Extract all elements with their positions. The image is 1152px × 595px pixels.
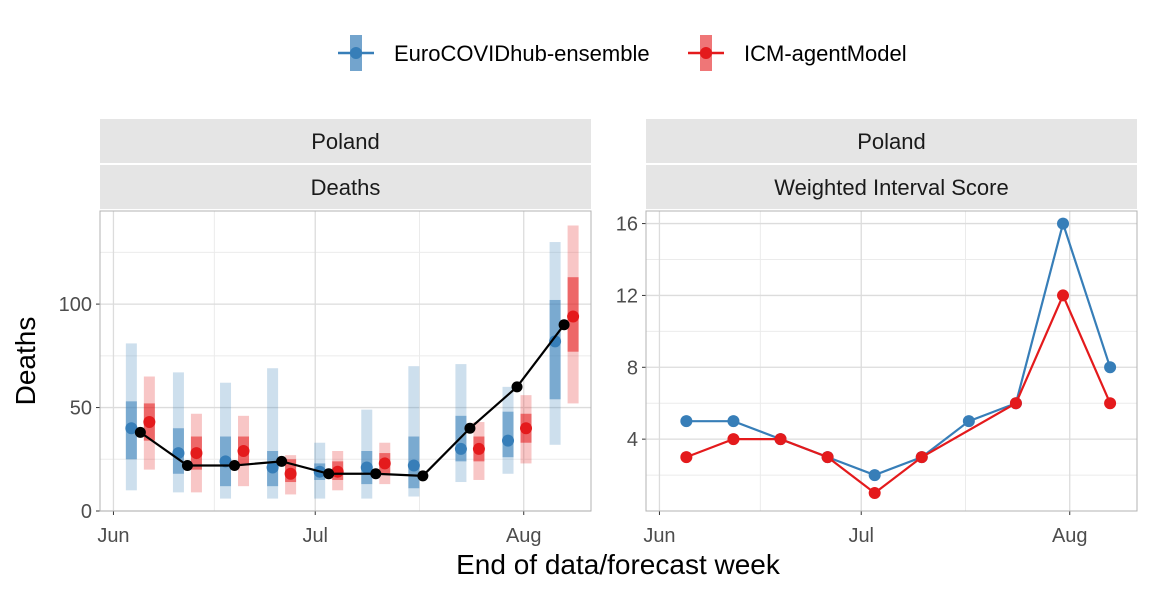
left-panel-deaths: 0 50 100 Jun Jul Aug [59,210,592,547]
legend-key-icm-point [700,47,712,59]
right-strip-location-label: Poland [857,129,926,154]
right-panel-strips: Poland Weighted Interval Score [646,119,1137,209]
observed-point[interactable] [417,470,429,482]
observed-line [139,324,565,477]
wis-point[interactable] [821,451,834,464]
y-axis-title: Deaths [10,317,41,406]
observed-point[interactable] [464,422,476,434]
y-tick-label: 12 [616,285,638,307]
x-tick-label: Aug [506,525,542,547]
x-tick-label: Jul [302,525,328,547]
y-tick-label: 50 [70,398,92,420]
x-tick-label: Jun [643,525,675,547]
x-tick-label: Jun [97,525,129,547]
wis-point[interactable] [1104,361,1117,374]
legend-item-icm[interactable]: ICM-agentModel [688,35,907,71]
forecast-interval-90 [408,366,420,497]
forecast-median-point[interactable] [549,335,562,348]
left-strip-location [100,119,591,163]
legend-item-ensemble[interactable]: EuroCOVIDhub-ensemble [338,35,650,71]
right-strip-target-label: Weighted Interval Score [774,175,1008,200]
wis-point[interactable] [680,451,693,464]
panel-background [646,211,1137,511]
left-strip-target [100,165,591,209]
wis-point[interactable] [774,433,787,446]
observed-point[interactable] [370,468,382,480]
legend-key-ensemble-point [350,47,362,59]
forecast-median-point[interactable] [266,461,279,474]
observed-point[interactable] [276,455,288,467]
wis-point[interactable] [962,415,975,428]
forecast-median-point[interactable] [125,422,138,435]
right-strip-target [646,165,1137,209]
forecast-median-point[interactable] [378,457,391,470]
observed-point[interactable] [134,426,146,438]
wis-line [686,219,1112,477]
forecast-interval-50 [502,411,514,458]
wis-point[interactable] [727,433,740,446]
forecast-median-point[interactable] [520,422,533,435]
y-tick-label: 100 [59,294,92,316]
wis-point[interactable] [727,415,740,428]
observed-point[interactable] [511,381,523,393]
wis-point[interactable] [915,451,928,464]
forecast-median-point[interactable] [360,461,373,474]
x-tick-label: Jul [848,525,874,547]
right-panel-wis: 4 8 12 16 Jun Jul Aug [616,210,1138,547]
forecast-median-point[interactable] [502,434,515,447]
legend: EuroCOVIDhub-ensemble ICM-agentModel [338,35,907,71]
x-axis-title: End of data/forecast week [456,549,781,580]
legend-label-ensemble: EuroCOVIDhub-ensemble [394,41,650,66]
forecast-median-point[interactable] [143,416,156,429]
wis-point[interactable] [680,415,693,428]
wis-point[interactable] [868,487,881,500]
wis-point[interactable] [1009,397,1022,410]
forecast-series-icm [143,225,580,495]
forecast-median-point[interactable] [454,442,467,455]
legend-label-icm: ICM-agentModel [744,41,907,66]
x-tick-label: Aug [1052,525,1088,547]
forecast-median-point[interactable] [567,310,580,323]
forecast-median-point[interactable] [472,442,485,455]
forecast-interval-50 [549,299,561,400]
forecast-median-point[interactable] [407,459,420,472]
left-strip-location-label: Poland [311,129,380,154]
panel-border [99,210,592,512]
wis-point[interactable] [1057,289,1070,302]
forecast-median-point[interactable] [237,445,250,457]
wis-series-icm [680,289,1117,500]
left-strip-target-label: Deaths [311,175,381,200]
right-strip-location [646,119,1137,163]
forecast-median-point[interactable] [219,455,232,468]
wis-point[interactable] [868,469,881,482]
y-tick-label: 8 [627,357,638,379]
panel-border [645,210,1138,512]
forecast-median-point[interactable] [190,447,203,460]
observed-point[interactable] [323,468,335,480]
wis-point[interactable] [1057,217,1070,230]
y-tick-label: 16 [616,214,638,236]
y-tick-label: 4 [627,429,638,451]
wis-point[interactable] [1104,397,1117,410]
observed-point[interactable] [229,459,241,471]
left-panel-strips: Poland Deaths [100,119,591,209]
observed-point[interactable] [558,319,570,331]
forecast-interval-90 [267,368,279,499]
observed-point[interactable] [181,459,193,471]
forecast-median-point[interactable] [284,467,297,480]
y-tick-label: 0 [81,501,92,523]
